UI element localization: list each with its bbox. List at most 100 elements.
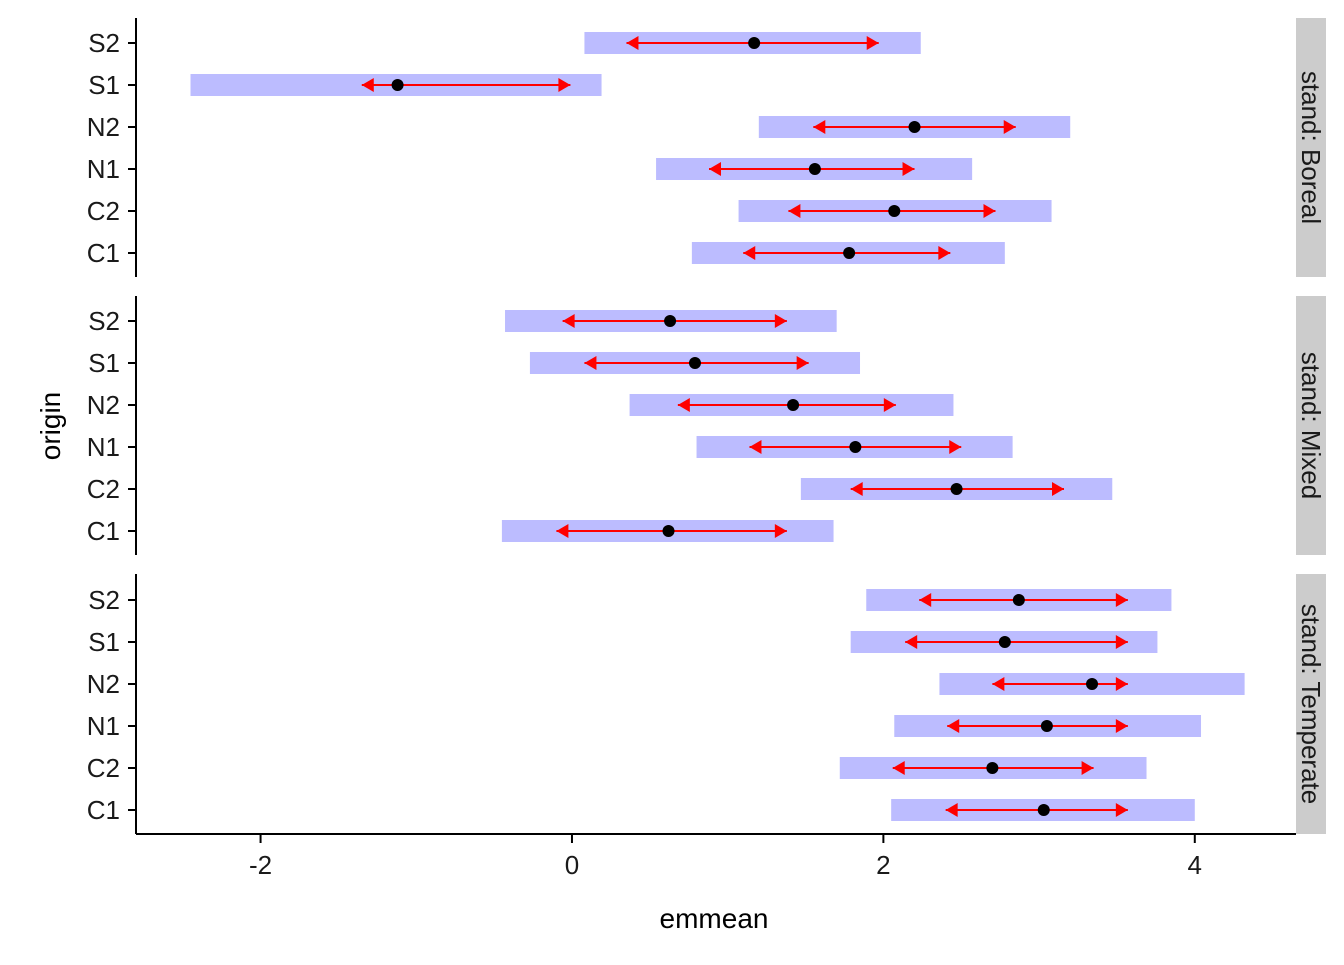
arrowhead-right xyxy=(1115,593,1128,607)
emmean-point xyxy=(748,37,761,49)
arrowhead-left xyxy=(626,36,639,50)
arrowhead-right xyxy=(883,398,896,412)
arrowhead-right xyxy=(1115,719,1128,733)
row-s2: S2 xyxy=(88,306,837,336)
y-tick-label: N1 xyxy=(87,711,120,741)
emmean-point xyxy=(1037,804,1050,816)
x-tick-label: 4 xyxy=(1188,850,1202,880)
x-tick-label: -2 xyxy=(249,850,272,880)
arrowhead-left xyxy=(788,204,801,218)
arrowhead-right xyxy=(796,356,809,370)
y-tick-label: C2 xyxy=(87,196,120,226)
arrowhead-right xyxy=(1081,761,1094,775)
emmean-point xyxy=(843,247,856,259)
emmean-point xyxy=(808,163,821,175)
y-tick-label: N2 xyxy=(87,669,120,699)
row-s2: S2 xyxy=(88,585,1172,615)
emmean-point xyxy=(391,79,404,91)
arrowhead-right xyxy=(558,78,571,92)
arrowhead-left xyxy=(892,761,905,775)
facet-strip xyxy=(1296,296,1326,555)
y-tick-label: C2 xyxy=(87,474,120,504)
emmean-point xyxy=(950,483,963,495)
row-n2: N2 xyxy=(87,669,1245,699)
row-s1: S1 xyxy=(88,70,602,100)
row-c2: C2 xyxy=(87,753,1147,783)
y-tick-label: N1 xyxy=(87,154,120,184)
arrowhead-left xyxy=(556,524,569,538)
emmean-point xyxy=(664,315,677,327)
emmean-point xyxy=(688,357,701,369)
arrowhead-left xyxy=(850,482,863,496)
emmean-point xyxy=(888,205,901,217)
panel-boreal: stand: Boreal S2 S1 N2 N1 C2 C1 xyxy=(87,18,1326,277)
y-tick-label: N2 xyxy=(87,112,120,142)
row-c1: C1 xyxy=(87,795,1195,825)
y-tick-label: C1 xyxy=(87,795,120,825)
emmean-point xyxy=(1012,594,1025,606)
panel-mixed: stand: Mixed S2 S1 N2 N1 C2 C1 xyxy=(87,296,1326,555)
facet-strip-label: stand: Mixed xyxy=(1296,352,1326,499)
panel-temperate: stand: Temperate S2 S1 N2 N1 C2 C1 xyxy=(87,574,1326,834)
facet-strip xyxy=(1296,18,1326,277)
arrowhead-right xyxy=(938,246,951,260)
row-c2: C2 xyxy=(87,196,1052,226)
arrowhead-left xyxy=(992,677,1005,691)
arrowhead-right xyxy=(949,440,962,454)
y-tick-label: S1 xyxy=(88,70,120,100)
y-tick-label: S1 xyxy=(88,627,120,657)
emmean-point xyxy=(1040,720,1053,732)
row-s1: S1 xyxy=(88,627,1158,657)
row-s2: S2 xyxy=(88,28,921,58)
emmean-point xyxy=(908,121,921,133)
y-axis-title: origin xyxy=(35,392,66,460)
arrowhead-right xyxy=(1115,677,1128,691)
row-n2: N2 xyxy=(87,390,954,420)
y-tick-label: S2 xyxy=(88,28,120,58)
x-tick-label: 2 xyxy=(876,850,890,880)
emmean-point xyxy=(849,441,862,453)
arrowhead-left xyxy=(947,719,960,733)
arrowhead-right xyxy=(1052,482,1064,496)
arrowhead-left xyxy=(361,78,374,92)
x-tick-label: 0 xyxy=(565,850,579,880)
row-n1: N1 xyxy=(87,711,1202,741)
row-c2: C2 xyxy=(87,474,1113,504)
emmean-point xyxy=(998,636,1011,648)
arrowhead-left xyxy=(919,593,932,607)
y-tick-label: N1 xyxy=(87,432,120,462)
row-s1: S1 xyxy=(88,348,861,378)
arrowhead-left xyxy=(562,314,575,328)
arrowhead-right xyxy=(1115,803,1128,817)
y-tick-label: C1 xyxy=(87,238,120,268)
emmean-point xyxy=(1086,678,1099,690)
arrowhead-left xyxy=(813,120,826,134)
facet-strip-label: stand: Boreal xyxy=(1296,71,1326,224)
arrowhead-right xyxy=(774,314,787,328)
emmean-point xyxy=(986,762,999,774)
arrowhead-left xyxy=(743,246,756,260)
facet-strip-label: stand: Temperate xyxy=(1296,604,1326,804)
arrowhead-left xyxy=(945,803,958,817)
x-axis-title: emmean xyxy=(660,903,769,934)
y-tick-label: C2 xyxy=(87,753,120,783)
arrowhead-right xyxy=(774,524,787,538)
arrowhead-right xyxy=(983,204,996,218)
arrowhead-left xyxy=(708,162,721,176)
y-tick-label: C1 xyxy=(87,516,120,546)
row-n1: N1 xyxy=(87,154,973,184)
emmean-point xyxy=(787,399,800,411)
row-c1: C1 xyxy=(87,238,1005,268)
arrowhead-right xyxy=(902,162,915,176)
arrowhead-left xyxy=(749,440,762,454)
arrowhead-left xyxy=(584,356,597,370)
arrowhead-right xyxy=(1003,120,1016,134)
arrowhead-right xyxy=(1115,635,1128,649)
emmean-point xyxy=(662,525,675,537)
facet-panels: stand: Boreal S2 S1 N2 N1 C2 C1 stand: Mixed S2 S… xyxy=(87,18,1326,834)
arrowhead-left xyxy=(677,398,690,412)
row-n1: N1 xyxy=(87,432,1013,462)
y-tick-label: N2 xyxy=(87,390,120,420)
